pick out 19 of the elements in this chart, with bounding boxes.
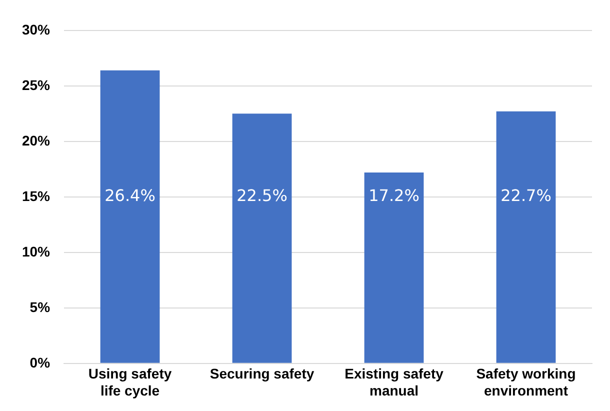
x-tick-label: Existing safety manual [344,366,444,398]
data-label: 22.7% [500,186,552,206]
data-label: 17.2% [368,186,420,206]
bar [496,111,556,363]
bar [364,172,424,363]
data-label: 22.5% [236,186,288,206]
x-tick-label: Securing safety [210,366,314,382]
y-tick-label: 15% [22,188,51,204]
data-label: 26.4% [104,186,156,206]
bar [232,114,292,363]
y-tick-label: 0% [30,354,51,370]
y-tick-label: 30% [22,21,51,38]
y-tick-label: 5% [30,298,51,315]
bar [100,70,160,363]
y-tick-label: 25% [22,76,51,93]
x-tick-label: Safety working environment [476,366,576,398]
y-tick-label: 10% [22,243,51,260]
y-tick-label: 20% [22,132,51,148]
x-tick-label: Using safety life cycle [88,366,172,398]
